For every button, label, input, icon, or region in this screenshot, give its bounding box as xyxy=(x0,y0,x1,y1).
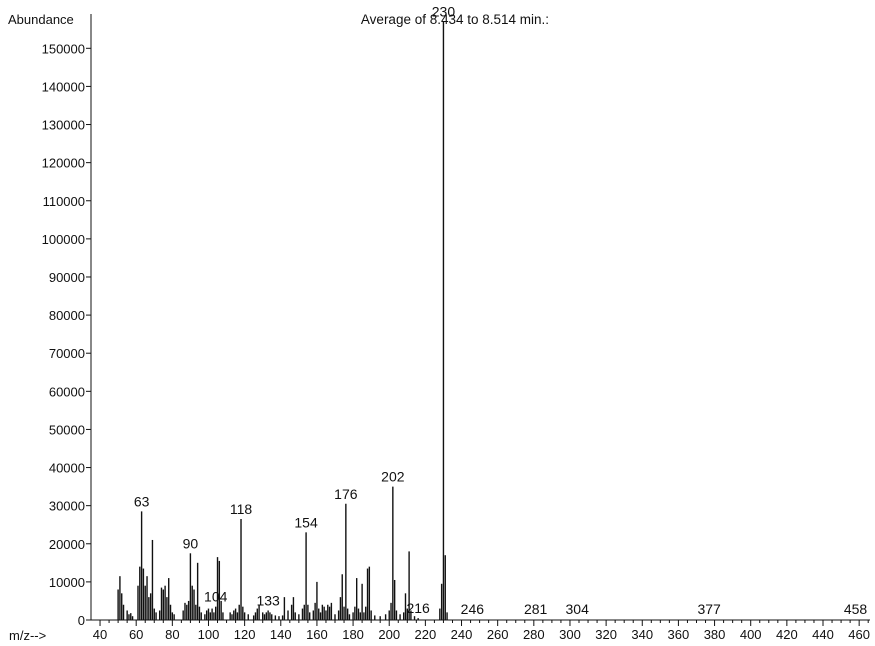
peak-label: 281 xyxy=(524,601,548,617)
y-tick-label: 110000 xyxy=(43,194,85,209)
x-tick-label: 360 xyxy=(668,627,690,642)
peak-label: 176 xyxy=(334,486,358,502)
peak-label: 202 xyxy=(381,469,405,485)
x-tick-label: 220 xyxy=(415,627,437,642)
x-tick-label: 460 xyxy=(848,627,870,642)
peak-labels: 63 90 104 118 133 154 176 202 216 230 246 281 304 377… xyxy=(134,4,868,617)
y-tick-label: 70000 xyxy=(49,346,85,361)
y-tick-label: 0 xyxy=(78,613,85,628)
peak-label: 458 xyxy=(844,601,868,617)
peak-label: 377 xyxy=(697,601,721,617)
x-tick-label: 300 xyxy=(559,627,581,642)
x-tick-label: 200 xyxy=(378,627,400,642)
x-tick-label: 420 xyxy=(776,627,798,642)
y-tick-label: 30000 xyxy=(49,499,85,514)
x-tick-label: 140 xyxy=(270,627,292,642)
y-tick-label: 10000 xyxy=(49,575,85,590)
y-axis-label: Abundance xyxy=(8,12,74,27)
peak-label: 304 xyxy=(566,601,590,617)
x-tick-label: 240 xyxy=(451,627,473,642)
x-tick-label: 120 xyxy=(234,627,256,642)
x-tick-label: 80 xyxy=(165,627,179,642)
peak-label: 133 xyxy=(256,592,280,608)
y-tick-label: 120000 xyxy=(42,156,85,171)
x-tick-label: 320 xyxy=(595,627,617,642)
peak-label: 63 xyxy=(134,493,150,509)
x-tick-label: 60 xyxy=(129,627,143,642)
chart-title: Average of 8.434 to 8.514 min.: xyxy=(361,12,549,27)
y-tick-label: 130000 xyxy=(42,118,85,133)
peak-label: 118 xyxy=(230,501,253,517)
x-tick-label: 180 xyxy=(342,627,364,642)
peak-label: 230 xyxy=(432,4,456,20)
x-tick-label: 400 xyxy=(740,627,762,642)
x-tick-label: 440 xyxy=(812,627,834,642)
y-tick-label: 80000 xyxy=(49,308,85,323)
y-tick-label: 60000 xyxy=(49,384,85,399)
y-tick-label: 150000 xyxy=(42,41,85,56)
peak-label: 104 xyxy=(204,589,228,605)
y-tick-label: 90000 xyxy=(49,270,85,285)
y-tick-label: 40000 xyxy=(49,461,85,476)
x-tick-label: 40 xyxy=(93,627,107,642)
y-tick-label: 50000 xyxy=(49,422,85,437)
peak-label: 216 xyxy=(406,600,430,616)
y-tick-label: 100000 xyxy=(42,232,85,247)
y-axis-ticks: 0 10000 20000 30000 40000 50000 60000 70000 8000… xyxy=(42,41,91,628)
x-tick-label: 160 xyxy=(306,627,328,642)
x-tick-label: 340 xyxy=(631,627,653,642)
x-tick-label: 280 xyxy=(523,627,545,642)
peak-label: 246 xyxy=(461,601,485,617)
x-axis-ticks: 40 60 80 100 120 140 160 180 200 220 240 260 280 300 3… xyxy=(93,620,870,642)
x-tick-label: 260 xyxy=(487,627,509,642)
y-tick-label: 20000 xyxy=(49,537,85,552)
spectrum-peaks xyxy=(117,21,448,620)
peak-label: 154 xyxy=(294,514,318,530)
x-tick-label: 100 xyxy=(198,627,220,642)
x-axis-label: m/z--> xyxy=(9,628,46,643)
y-tick-label: 140000 xyxy=(42,79,85,94)
peak-label: 90 xyxy=(183,535,199,551)
x-tick-label: 380 xyxy=(704,627,726,642)
